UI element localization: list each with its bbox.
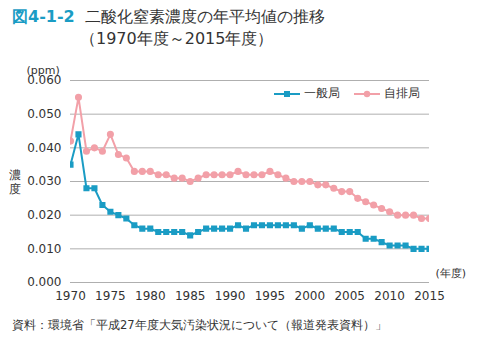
svg-text:0.030: 0.030 xyxy=(27,174,61,188)
svg-text:0.050: 0.050 xyxy=(27,107,61,121)
svg-text:(ppm): (ppm) xyxy=(27,64,60,77)
svg-text:1985: 1985 xyxy=(175,289,206,303)
svg-text:2005: 2005 xyxy=(334,289,365,303)
svg-text:1970: 1970 xyxy=(55,289,86,303)
svg-text:1975: 1975 xyxy=(95,289,126,303)
svg-text:2010: 2010 xyxy=(374,289,405,303)
svg-text:0.020: 0.020 xyxy=(27,208,61,222)
svg-text:0.040: 0.040 xyxy=(27,141,61,155)
html-text:二酸化窒素濃度の年平均値の推移: 二酸化窒素濃度の年平均値の推移 xyxy=(84,7,325,26)
svg-text:(年度): (年度) xyxy=(436,267,467,280)
svg-text:濃度: 濃度 xyxy=(9,168,21,196)
svg-text:2015: 2015 xyxy=(414,289,445,303)
svg-text:1995: 1995 xyxy=(255,289,286,303)
svg-text:0.060: 0.060 xyxy=(27,73,62,88)
svg-text:2000: 2000 xyxy=(295,289,326,303)
svg-text:1980: 1980 xyxy=(135,289,166,303)
svg-text:0.010: 0.010 xyxy=(27,242,61,256)
html-text:一般局: 一般局 xyxy=(304,86,340,100)
html-text:図4-1-2: 図4-1-2 xyxy=(12,7,75,26)
svg-text:0.000: 0.000 xyxy=(27,275,61,289)
html-text:自排局: 自排局 xyxy=(384,86,420,100)
html-text:（1970年度～2015年度）: （1970年度～2015年度） xyxy=(80,29,274,48)
svg-text:1990: 1990 xyxy=(215,289,246,303)
html-text:資料：環境省「平成27年度大気汚染状況について（報道発表資料: 資料：環境省「平成27年度大気汚染状況について（報道発表資料）」 xyxy=(12,318,387,332)
